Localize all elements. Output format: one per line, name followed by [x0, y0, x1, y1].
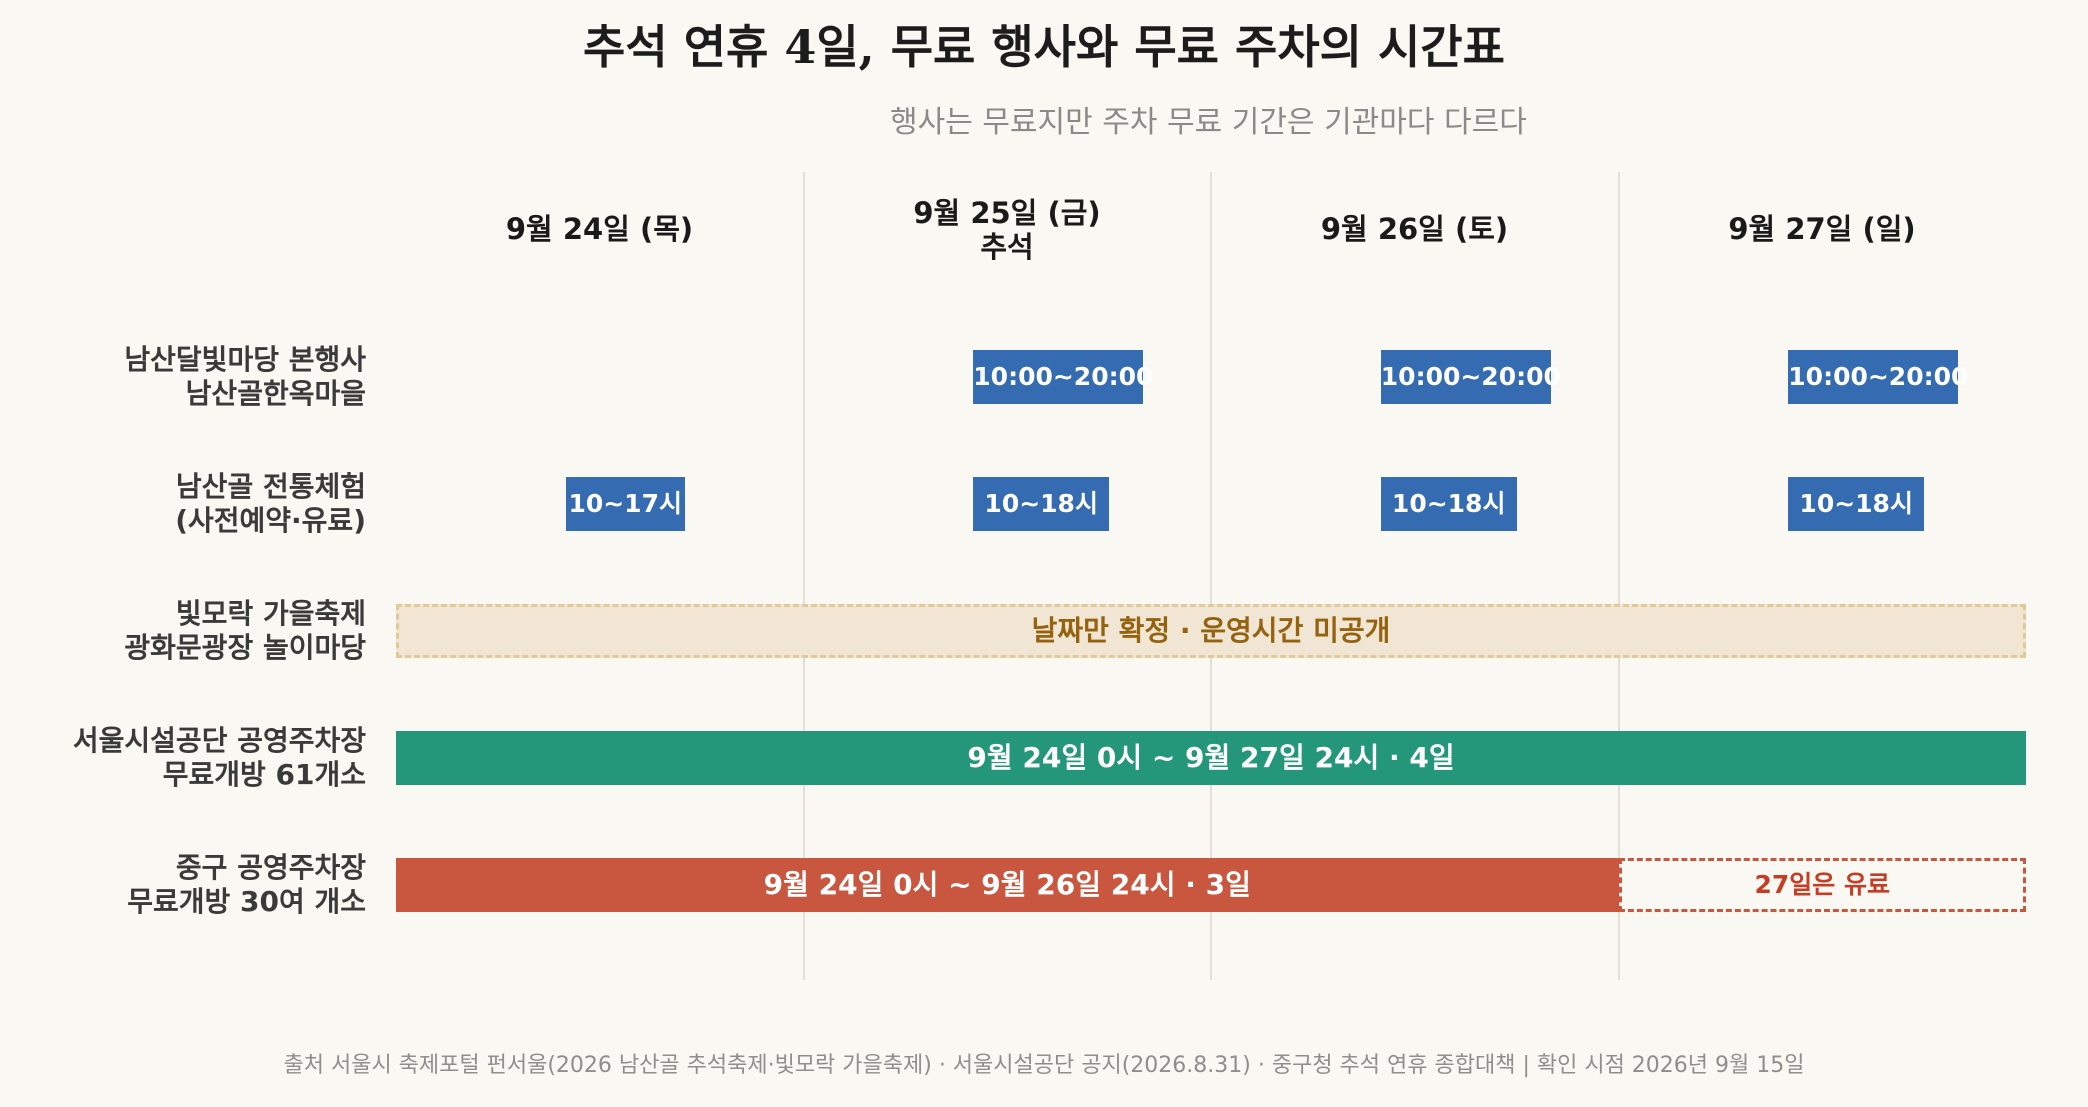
free-parking-bar: 9월 24일 0시 ~ 9월 27일 24시 · 4일	[396, 731, 2026, 785]
day-header: 9월 25일 (금) 추석	[804, 196, 1211, 264]
day-date: 9월 27일 (일)	[1728, 212, 1916, 246]
day-date: 9월 24일 (목)	[505, 212, 694, 246]
schedule-tbd-band: 날짜만 확정 · 운영시간 미공개	[396, 604, 2026, 658]
event-hours-chip: 10~17시	[565, 477, 685, 531]
day-divider	[1617, 172, 1620, 980]
event-hours-chip: 10:00~20:00	[1788, 350, 1968, 404]
row-label: 남산달빛마당 본행사 남산골한옥마을	[124, 343, 366, 411]
row-label-line: 남산골 전통체험	[175, 470, 366, 503]
row-label-line: 무료개방 61개소	[162, 758, 366, 791]
event-hours-chip: 10:00~20:00	[1380, 350, 1561, 404]
event-hours-chip: 10:00~20:00	[973, 350, 1153, 404]
day-header: 9월 27일 (일)	[1619, 212, 2026, 246]
paid-day-band: 27일은 유료	[1618, 858, 2026, 912]
day-divider	[802, 172, 805, 980]
free-parking-bar: 9월 24일 0시 ~ 9월 26일 24시 · 3일	[396, 858, 1619, 912]
chart-title: 추석 연휴 4일, 무료 행사와 무료 주차의 시간표	[583, 20, 1505, 74]
event-hours-chip: 10~18시	[1788, 477, 1925, 531]
day-date: 9월 25일 (금)	[913, 196, 1101, 230]
chart-subtitle: 행사는 무료지만 주차 무료 기간은 기관마다 다르다	[890, 105, 1527, 140]
day-header: 9월 26일 (토)	[1211, 212, 1618, 246]
row-label-line: 서울시설공단 공영주차장	[72, 724, 366, 757]
source-footer: 출처 서울시 축제포털 펀서울(2026 남산골 추석축제·빛모락 가을축제) …	[283, 1053, 1805, 1078]
row-label-line: 남산달빛마당 본행사	[124, 343, 366, 376]
day-header: 9월 24일 (목)	[396, 212, 803, 246]
event-hours-chip: 10~18시	[1380, 477, 1517, 531]
row-label: 빛모락 가을축제 광화문광장 놀이마당	[124, 597, 366, 665]
row-label-line: 남산골한옥마을	[185, 377, 366, 410]
row-label-line: 빛모락 가을축제	[175, 597, 366, 630]
event-hours-chip: 10~18시	[973, 477, 1110, 531]
day-note: 추석	[980, 230, 1034, 264]
row-label: 남산골 전통체험 (사전예약·유료)	[175, 470, 366, 538]
row-label-line: 광화문광장 놀이마당	[124, 631, 366, 664]
row-label-line: (사전예약·유료)	[175, 504, 366, 537]
day-divider	[1210, 172, 1212, 980]
row-label-line: 중구 공영주차장	[175, 851, 366, 884]
row-label-line: 무료개방 30여 개소	[127, 885, 366, 918]
day-date: 9월 26일 (토)	[1320, 212, 1509, 246]
row-label: 중구 공영주차장 무료개방 30여 개소	[127, 851, 366, 919]
row-label: 서울시설공단 공영주차장 무료개방 61개소	[73, 724, 366, 792]
